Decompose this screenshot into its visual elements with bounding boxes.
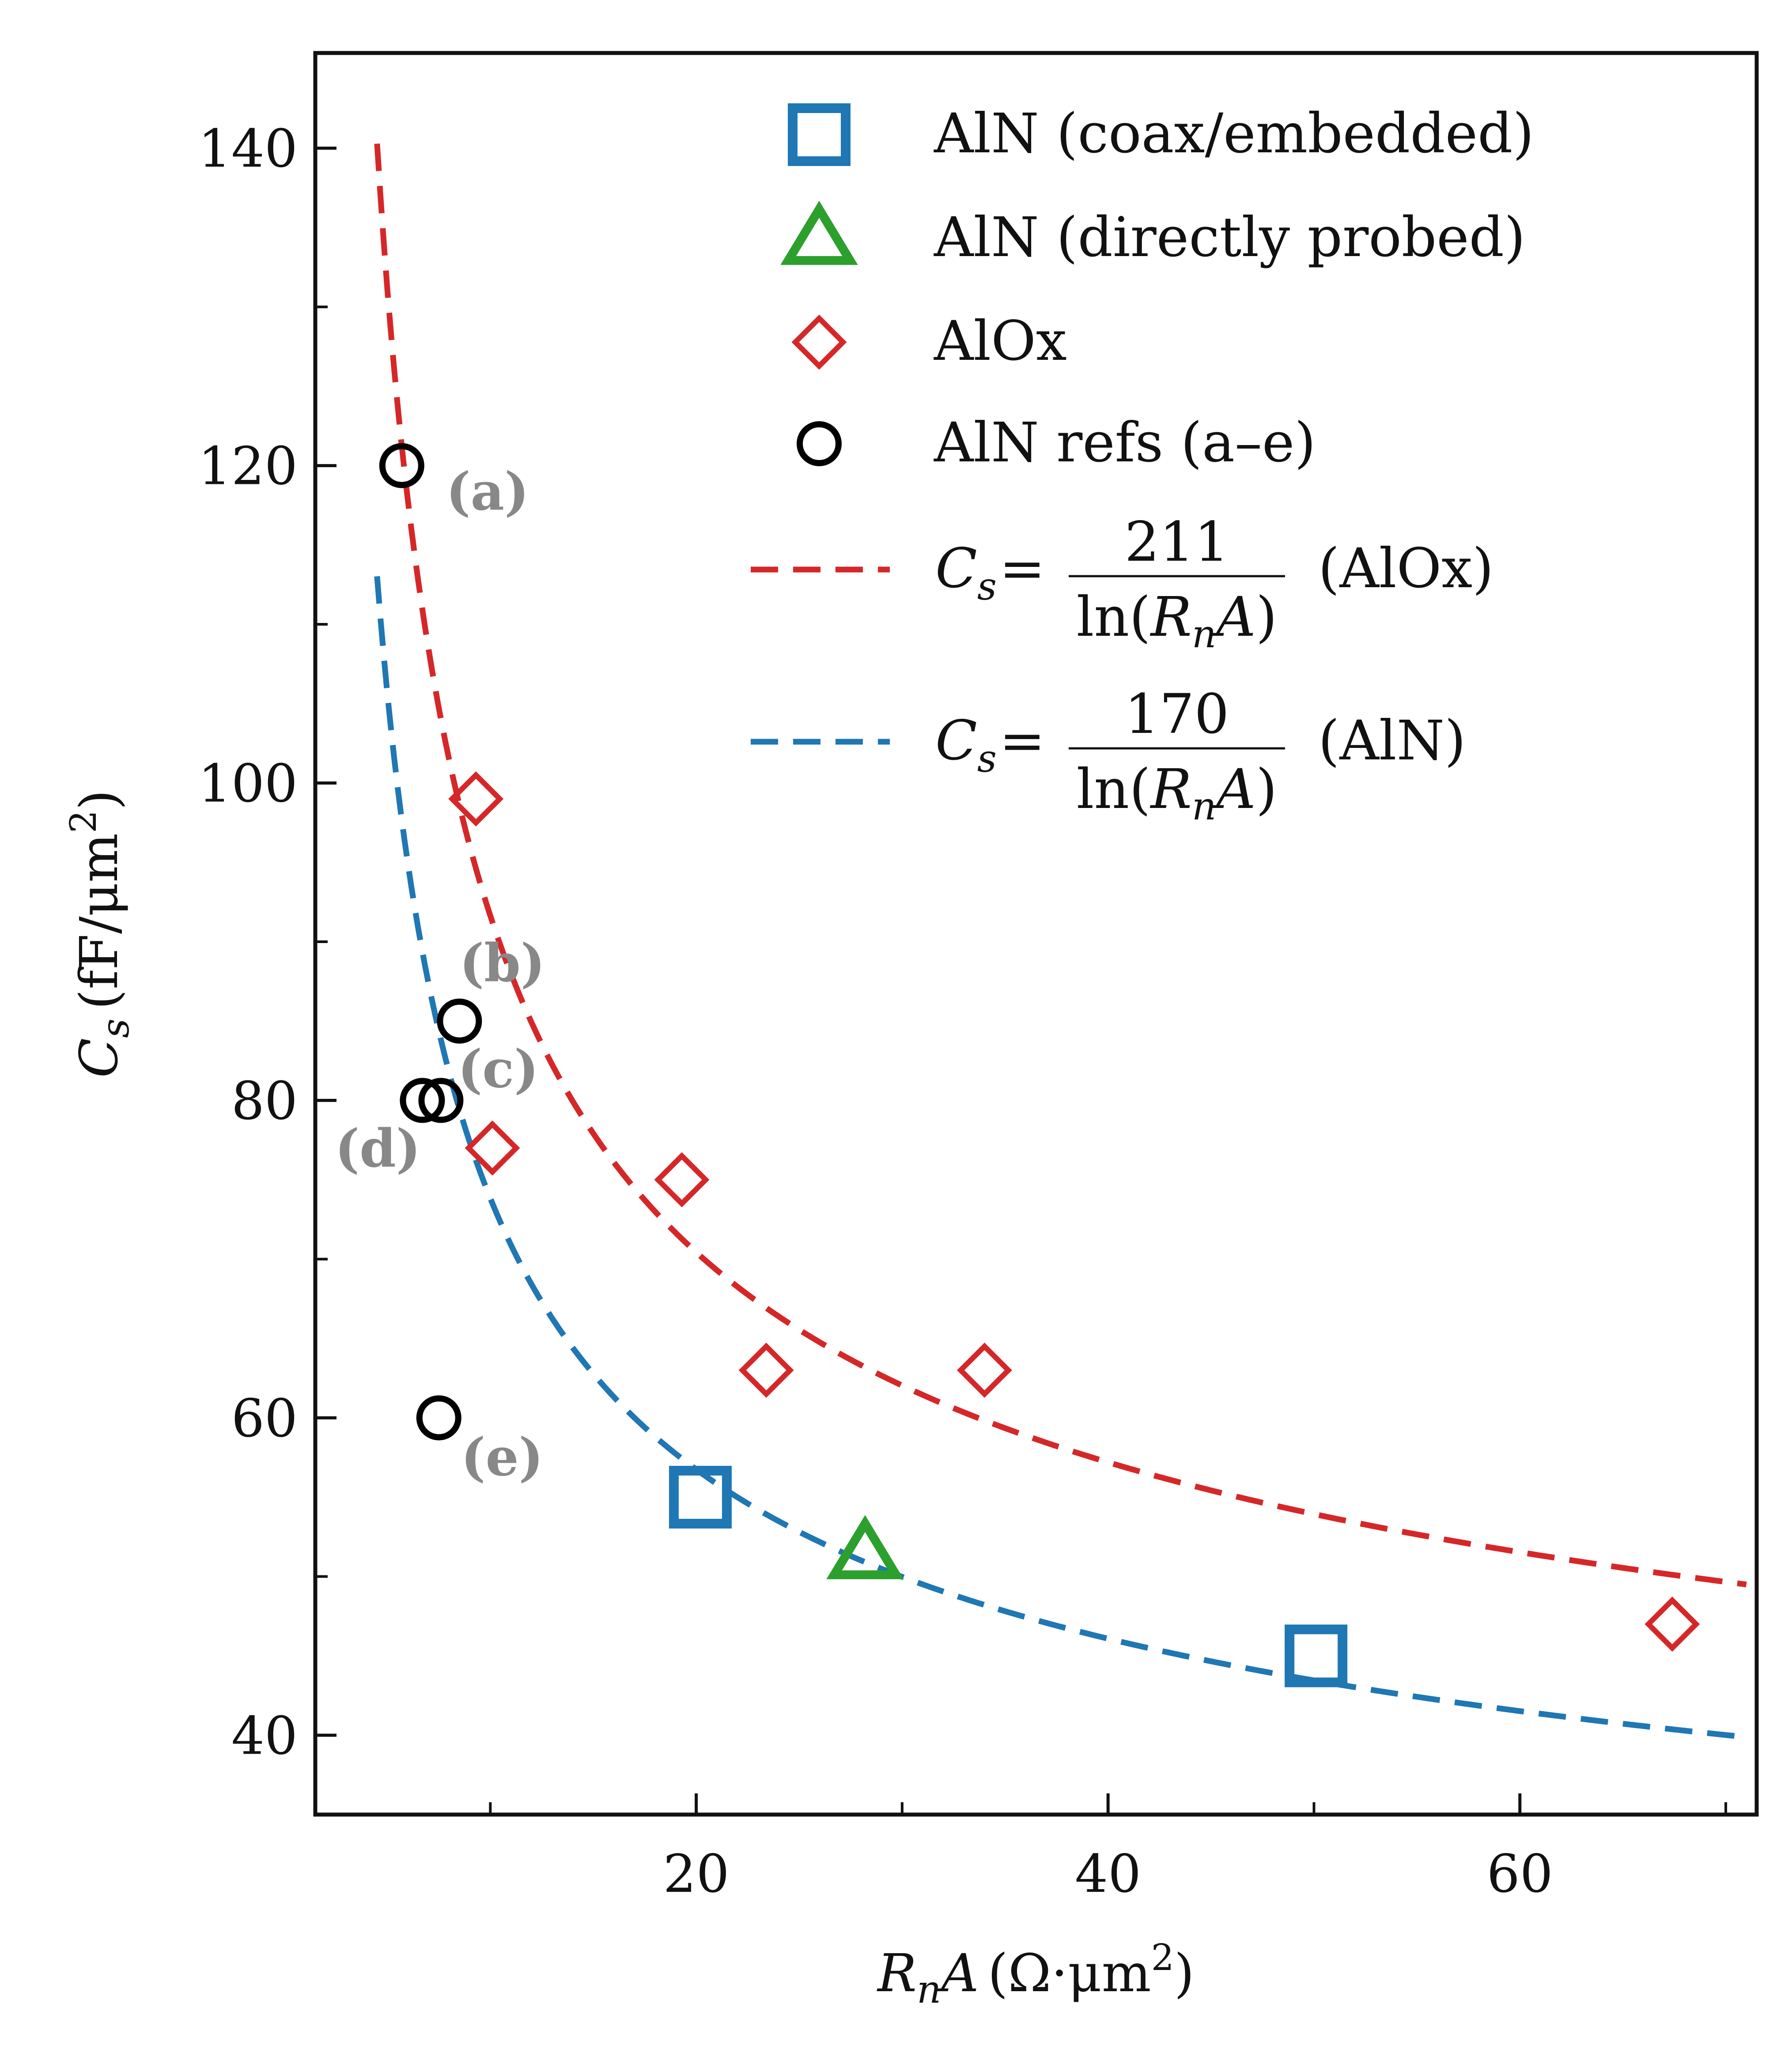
formula-aln-den-sub: n [1192, 785, 1216, 829]
formula-alox-eq: = [999, 537, 1045, 600]
annotation-ref-b: (b) [459, 932, 545, 994]
formula-aln-numerator: 170 [1125, 683, 1229, 746]
legend-formula-aln: Cs= 170 ln(RnA) (AlN) [935, 683, 1466, 829]
formula-alox-den-post: ) [1256, 585, 1277, 649]
x-axis-title-close: ) [1174, 1943, 1195, 2004]
legend-marker-aln-coax [788, 103, 851, 166]
data-markers [379, 443, 1700, 1687]
x-axis-title-units: (Ω·μm [988, 1943, 1151, 2004]
legend-marker-aln-direct [780, 200, 858, 265]
y-axis-title-sub: s [94, 1019, 138, 1038]
svg-text:Cs=: Cs= [935, 709, 1045, 781]
formula-aln-lhs: C [935, 709, 977, 773]
marker-alox-2 [465, 1120, 520, 1176]
plot-frame [313, 51, 1759, 1817]
marker-alox-4 [738, 1343, 794, 1398]
marker-aln-ref-3 [400, 1078, 445, 1123]
marker-aln-ref-4 [418, 1078, 464, 1123]
annotation-ref-e: (e) [461, 1426, 544, 1487]
x-tick-label-40: 40 [1075, 1843, 1141, 1904]
legend-label-aln-direct: AlN (directly probed) [934, 206, 1525, 269]
y-tick-label-60: 60 [231, 1388, 298, 1449]
annotation-ref-a: (a) [446, 461, 529, 522]
y-tick-label-40: 40 [231, 1705, 298, 1766]
legend-label-aln-coax: AlN (coax/embedded) [934, 102, 1534, 166]
y-tick-label-100: 100 [198, 753, 298, 814]
legend-formula-alox: Cs= 211 ln(RnA) (AlOx) [935, 510, 1494, 657]
formula-alox-den-var: R [1150, 585, 1192, 649]
formula-alox-lhs-sub: s [977, 565, 997, 609]
x-axis-title-var2: A [937, 1943, 979, 2004]
formula-aln-den-pre: ln( [1077, 758, 1151, 821]
marker-alox-5 [956, 1343, 1012, 1398]
marker-aln-direct-1 [826, 1515, 904, 1579]
x-axis-title: RnA (Ω·μm2) [877, 1937, 1195, 2012]
x-axis-title-var: R [877, 1943, 917, 2004]
y-tick-label-80: 80 [231, 1070, 298, 1131]
axis-ticks: 20 40 60 40 60 80 100 120 140 [198, 118, 1728, 1904]
legend: AlN (coax/embedded) AlN (directly probed… [751, 102, 1534, 829]
annotation-ref-d: (d) [335, 1117, 420, 1179]
marker-alox-3 [654, 1152, 710, 1208]
x-tick-label-20: 20 [663, 1843, 730, 1904]
y-axis-title-units: (fF/μm [68, 833, 129, 1010]
formula-alox-tag: (AlOx) [1318, 537, 1494, 600]
y-axis-title-var: C [68, 1038, 129, 1078]
marker-aln-ref-2 [437, 998, 482, 1044]
fit-curves [374, 143, 1747, 1740]
legend-label-alox: AlOx [934, 309, 1067, 373]
formula-aln-lhs-sub: s [977, 737, 997, 781]
legend-markers [751, 103, 890, 745]
marker-aln-ref-1 [379, 443, 424, 488]
formula-aln-den-post: ) [1256, 758, 1277, 821]
legend-marker-alox [791, 314, 847, 370]
formula-alox-den-pre: ln( [1077, 585, 1151, 649]
legend-marker-aln-ref [797, 421, 842, 466]
annotation-ref-c: (c) [457, 1038, 539, 1099]
formula-alox-den-sub: n [1192, 612, 1216, 657]
y-axis-title-sup: 2 [63, 810, 105, 833]
x-axis-title-sup: 2 [1151, 1937, 1174, 1979]
svg-text:ln(RnA): ln(RnA) [1077, 758, 1278, 829]
formula-aln-tag: (AlN) [1318, 709, 1466, 773]
fit-curve-aln [374, 576, 1747, 1740]
formula-aln-den-var2: A [1212, 758, 1256, 821]
svg-text:ln(RnA): ln(RnA) [1077, 585, 1278, 657]
formula-alox-lhs: C [935, 537, 977, 600]
point-annotations: (a) (b) (c) (d) (e) [335, 461, 545, 1488]
y-tick-label-120: 120 [198, 436, 298, 497]
formula-aln-eq: = [999, 709, 1045, 773]
y-axis-title-close: ) [68, 790, 129, 810]
marker-aln-coax-1 [669, 1466, 732, 1529]
formula-aln-den-var: R [1150, 758, 1192, 821]
svg-text:Cs=: Cs= [935, 537, 1045, 609]
marker-aln-coax-2 [1285, 1624, 1348, 1687]
marker-alox-6 [1645, 1596, 1700, 1652]
marker-aln-ref-5 [416, 1395, 461, 1441]
formula-alox-den-var2: A [1212, 585, 1256, 649]
marker-alox-1 [448, 771, 504, 826]
x-axis-title-sub: n [917, 1968, 941, 2012]
y-tick-label-140: 140 [198, 118, 298, 179]
formula-alox-numerator: 211 [1125, 510, 1229, 574]
x-tick-label-60: 60 [1487, 1843, 1553, 1904]
legend-label-aln-refs: AlN refs (a–e) [934, 411, 1316, 475]
y-axis-title: Cs (fF/μm2) [63, 790, 138, 1078]
